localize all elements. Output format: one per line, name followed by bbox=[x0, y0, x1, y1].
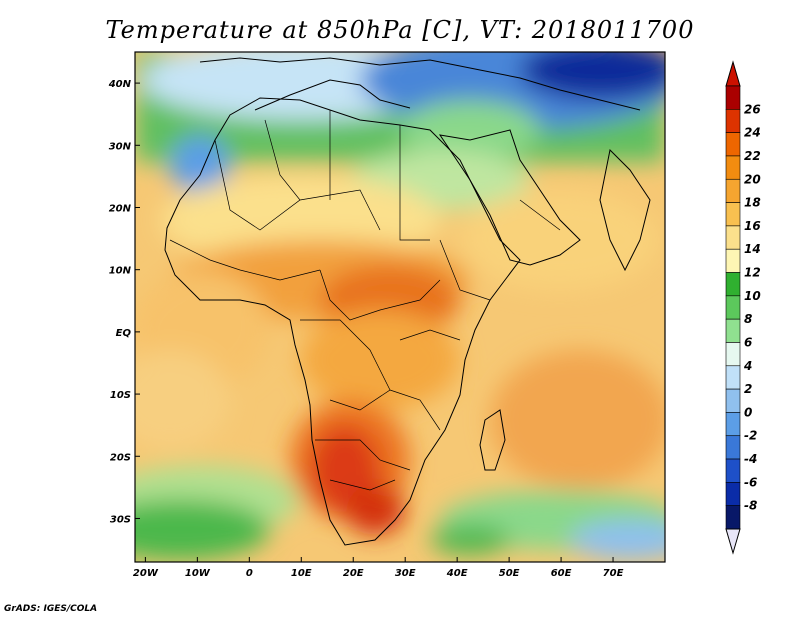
colorbar-over-arrow bbox=[725, 60, 741, 87]
colorbar-label: 12 bbox=[744, 266, 761, 280]
colorbar-segment bbox=[725, 318, 741, 343]
colorbar-segment bbox=[725, 458, 741, 483]
colorbar-label: 0 bbox=[744, 405, 752, 419]
colorbar-segment bbox=[725, 132, 741, 157]
lon-tick-label: 40E bbox=[446, 568, 468, 579]
colorbar-segment bbox=[725, 505, 741, 530]
colorbar-label: 18 bbox=[744, 196, 761, 210]
colorbar-segment bbox=[725, 202, 741, 227]
colorbar-label: 8 bbox=[744, 312, 752, 326]
colorbar-label: 22 bbox=[744, 149, 761, 163]
colorbar-label: 2 bbox=[744, 382, 752, 396]
lon-tick-label: 0 bbox=[246, 568, 253, 579]
latitude-ticks: 40N 30N 20N 10N EQ 10S 20S 30S bbox=[108, 79, 140, 525]
lat-tick-label: 30S bbox=[110, 514, 131, 525]
lat-tick-label: 10S bbox=[110, 390, 131, 401]
lat-tick-label: 40N bbox=[108, 79, 132, 90]
map-title: Temperature at 850hPa [C], VT: 201801170… bbox=[105, 16, 695, 44]
colorbar-label: -2 bbox=[744, 429, 757, 443]
colorbar-segment bbox=[725, 155, 741, 180]
colorbar-segment bbox=[725, 365, 741, 390]
colorbar-segment bbox=[725, 109, 741, 133]
colorbar-segment bbox=[725, 295, 741, 320]
colorbar-segment bbox=[725, 412, 741, 437]
colorbar-label: 6 bbox=[744, 335, 752, 349]
lon-tick-label: 70E bbox=[603, 568, 624, 579]
colorbar-segment bbox=[725, 342, 741, 367]
colorbar-label: 20 bbox=[744, 172, 761, 186]
lat-tick-label: 10N bbox=[109, 266, 132, 277]
colorbar-label: 10 bbox=[744, 289, 761, 303]
lon-tick-label: 50E bbox=[499, 568, 520, 579]
colorbar-segment bbox=[725, 85, 741, 110]
colorbar-segment bbox=[725, 178, 741, 203]
colorbar-label: 4 bbox=[743, 359, 752, 373]
longitude-ticks: 20W 10W 0 10E 20E 30E 40E 50E 60E 70E bbox=[133, 557, 624, 579]
colorbar-under-arrow bbox=[725, 528, 741, 555]
lon-tick-label: 30E bbox=[395, 568, 416, 579]
country-borders bbox=[169, 110, 561, 491]
map-frame bbox=[134, 51, 666, 563]
colorbar-label: -4 bbox=[744, 452, 757, 466]
colorbar-label: 26 bbox=[744, 102, 761, 116]
colorbar-label: 24 bbox=[744, 126, 761, 140]
colorbar-segment bbox=[725, 248, 741, 273]
colorbar-segment bbox=[725, 482, 741, 506]
colorbar-segment bbox=[725, 272, 741, 297]
colorbar-label: -8 bbox=[744, 499, 757, 513]
lon-tick-label: 20W bbox=[133, 568, 159, 579]
lon-tick-label: 60E bbox=[551, 568, 572, 579]
lon-tick-label: 10W bbox=[185, 568, 211, 579]
credit-label: GrADS: IGES/COLA bbox=[4, 604, 98, 614]
colorbar-label: -6 bbox=[744, 475, 757, 489]
colorbar-segment bbox=[725, 225, 741, 250]
lat-tick-label: 20N bbox=[109, 203, 132, 214]
lat-tick-label: 20S bbox=[110, 452, 131, 463]
coastlines bbox=[164, 57, 651, 546]
colorbar-label: 16 bbox=[744, 219, 761, 233]
colorbar-segment bbox=[725, 435, 741, 460]
colorbar-label: 14 bbox=[744, 242, 761, 256]
colorbar-segment bbox=[725, 388, 741, 413]
lat-tick-label: 30N bbox=[109, 141, 132, 152]
lon-tick-label: 20E bbox=[343, 568, 364, 579]
temperature-field bbox=[135, 52, 665, 562]
lon-tick-label: 10E bbox=[291, 568, 312, 579]
lat-tick-label: EQ bbox=[116, 328, 132, 339]
